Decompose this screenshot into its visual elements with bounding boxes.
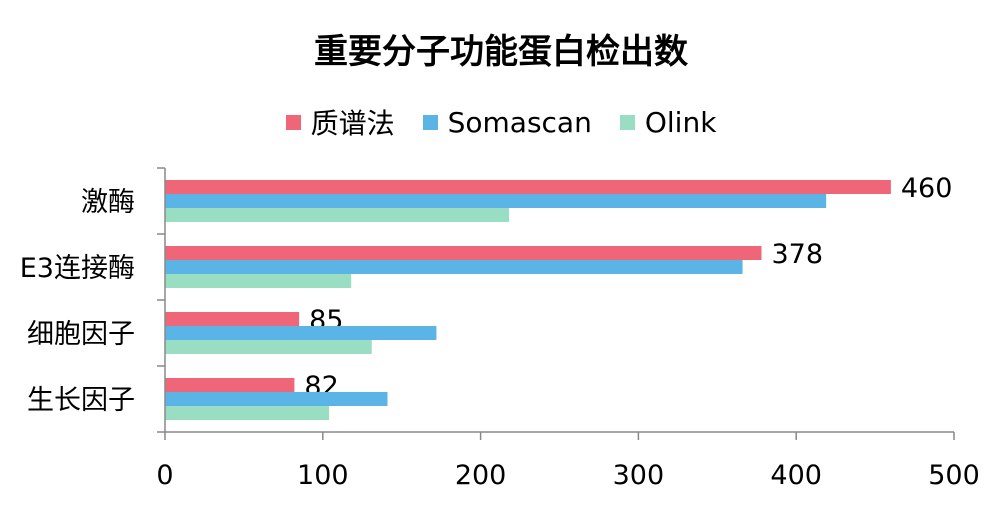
legend-swatch-mass-spec: [285, 114, 301, 130]
x-tick-label-4: 400: [770, 460, 822, 491]
bar-2-1: [165, 274, 352, 288]
legend-label-mass-spec: 质谱法: [310, 107, 395, 140]
chart-title: 重要分子功能蛋白检出数: [314, 32, 688, 72]
bar-0-1: [165, 246, 762, 260]
bar-2-0: [165, 208, 510, 222]
category-label-0: 激酶: [81, 187, 135, 218]
x-tick-label-5: 500: [928, 460, 980, 491]
x-tick-label-0: 0: [156, 460, 173, 491]
legend-item-mass-spec: 质谱法: [285, 102, 395, 142]
bar-2-3: [165, 406, 330, 420]
bar-2-2: [165, 340, 372, 354]
bar-1-0: [165, 194, 827, 208]
bar-1-3: [165, 392, 388, 406]
data-label-0-1: 378: [771, 239, 823, 270]
data-label-0-0: 460: [901, 173, 953, 204]
bar-0-0: [165, 180, 891, 194]
legend-label-somascan: Somascan: [447, 105, 592, 139]
legend-swatch-somascan: [422, 114, 438, 130]
legend-label-olink: Olink: [644, 105, 717, 139]
category-label-2: 细胞因子: [27, 319, 135, 350]
x-tick-label-2: 200: [455, 460, 507, 491]
bar-1-1: [165, 260, 743, 274]
category-label-3: 生长因子: [27, 385, 135, 416]
legend-item-somascan: Somascan: [422, 105, 592, 139]
x-tick-label-1: 100: [297, 460, 349, 491]
bar-0-2: [165, 312, 300, 326]
bar-1-2: [165, 326, 437, 340]
bar-0-3: [165, 378, 295, 392]
x-tick-label-3: 300: [613, 460, 665, 491]
legend-swatch-olink: [619, 114, 635, 130]
legend-item-olink: Olink: [619, 105, 717, 139]
legend: 质谱法 Somascan Olink: [0, 102, 1002, 142]
category-label-1: E3连接酶: [20, 253, 135, 284]
